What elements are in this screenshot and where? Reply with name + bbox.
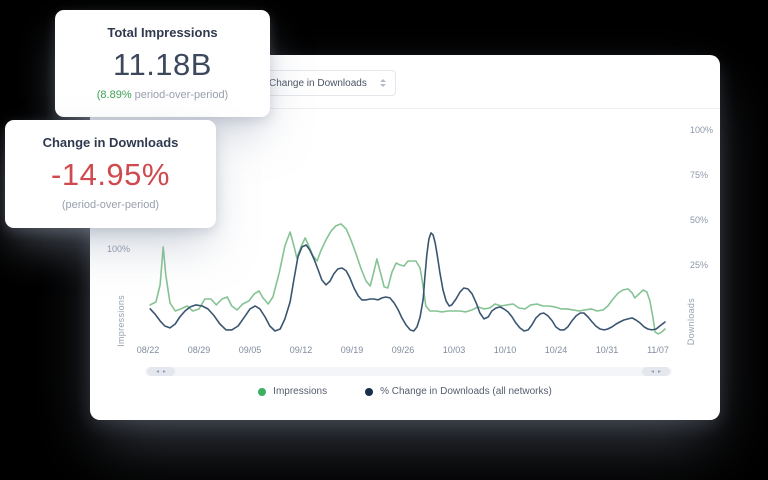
x-axis-label: 08/22 (136, 345, 160, 355)
chart-legend: Impressions % Change in Downloads (all ne… (90, 386, 720, 397)
legend-label: % Change in Downloads (all networks) (380, 386, 552, 397)
select-caret-icon (379, 79, 386, 87)
delta-suffix: period-over-period) (131, 89, 229, 101)
chart-scrollbar-left-handle[interactable]: ◂ ▸ (147, 367, 175, 376)
total-impressions-card: Total Impressions 11.18B (8.89% period-o… (55, 10, 270, 117)
x-axis-label: 09/26 (391, 345, 415, 355)
change-in-downloads-sub: (period-over-period) (61, 199, 160, 211)
scroll-left-icon: ◂ (650, 368, 654, 375)
x-axis-label: 09/05 (238, 345, 262, 355)
x-axis-label: 10/10 (493, 345, 517, 355)
legend-dot-icon (365, 387, 374, 396)
total-impressions-value: 11.18B (113, 47, 212, 82)
right-axis-title: Downloads (686, 298, 696, 346)
right-axis-tick-50: 50% (690, 214, 709, 225)
x-axis-label: 09/12 (289, 345, 313, 355)
metric-dropdown[interactable]: Change in Downloads (258, 70, 396, 96)
total-impressions-title: Total Impressions (107, 25, 218, 40)
legend-dot-icon (258, 387, 267, 396)
series-line-change-in-downloads-all-networks (149, 232, 666, 332)
delta-percent: (8.89% (96, 89, 132, 101)
right-axis-tick-75: 75% (690, 169, 709, 180)
change-in-downloads-value: -14.95% (51, 157, 170, 192)
scroll-right-icon: ▸ (163, 368, 167, 375)
change-in-downloads-title: Change in Downloads (42, 135, 179, 150)
right-axis-tick-100: 100% (690, 124, 714, 135)
scroll-left-icon: ◂ (155, 368, 159, 375)
right-axis-tick-25: 25% (690, 259, 709, 270)
x-axis-label: 10/31 (595, 345, 619, 355)
series-line-impressions (149, 223, 666, 335)
left-axis-tick-100: 100% (106, 244, 130, 254)
x-axis-labels: 08/22 08/29 09/05 09/12 09/19 09/26 10/03 10/10… (137, 345, 669, 359)
left-axis-title: Impressions (116, 295, 126, 347)
legend-item-downloads[interactable]: % Change in Downloads (all networks) (365, 386, 552, 397)
chart-scrollbar-right-handle[interactable]: ◂ ▸ (642, 367, 670, 376)
total-impressions-delta: (8.89% period-over-period) (55, 89, 270, 101)
change-in-downloads-card: Change in Downloads -14.95% (period-over… (5, 120, 216, 228)
x-axis-label: 08/29 (187, 345, 211, 355)
x-axis-label: 11/07 (647, 345, 669, 355)
x-axis-label: 10/03 (442, 345, 466, 355)
legend-item-impressions[interactable]: Impressions (258, 386, 327, 397)
scroll-right-icon: ▸ (658, 368, 662, 375)
right-axis-ticks: 100% 75% 50% 25% (690, 115, 724, 340)
x-axis-label: 10/24 (544, 345, 568, 355)
chart-scrollbar-track[interactable]: ◂ ▸ ◂ ▸ (145, 367, 672, 376)
metric-dropdown-value: Change in Downloads (269, 77, 367, 89)
line-chart (149, 223, 666, 335)
legend-label: Impressions (273, 386, 328, 397)
panel-divider (90, 108, 720, 109)
x-axis-label: 09/19 (340, 345, 364, 355)
